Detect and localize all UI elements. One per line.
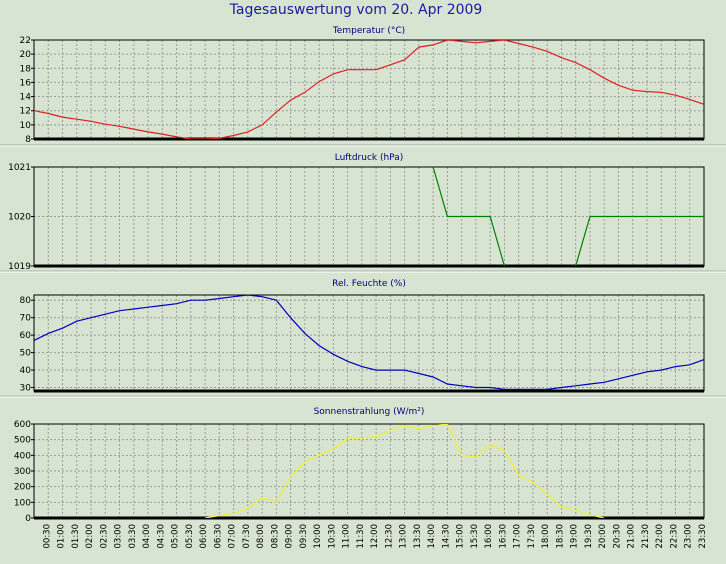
time-axis: 00:30 01:00 01:30 02:00 02:30 03:00 03:30 04:00… [42,524,708,549]
x-tick-label: 08:00 [256,524,266,549]
x-tick-label: 12:30 [384,524,394,549]
y-tick-label: 30 [20,384,32,394]
x-tick-label: 03:00 [114,524,124,549]
y-tick-label: 8 [25,135,31,145]
page-title: Tagesauswertung vom 20. Apr 2009 [229,2,483,18]
y-tick-label: 600 [14,420,31,430]
x-tick-label: 12:00 [370,524,380,549]
y-tick-label: 1019 [8,262,31,272]
x-tick-label: 23:00 [684,524,694,549]
x-tick-label: 09:30 [299,524,309,549]
series-line-luftdruck-hpa [432,167,704,266]
x-tick-label: 18:00 [541,524,551,549]
x-tick-label: 21:30 [641,524,651,549]
x-tick-label: 14:00 [427,524,437,549]
temperature-panel: Temperatur (°C) 8 10 12 14 16 18 20 22 [20,26,705,145]
x-tick-label: 15:00 [456,524,466,549]
x-tick-label: 20:00 [598,524,608,549]
x-tick-label: 16:30 [498,524,508,549]
y-tick-label: 20 [20,50,32,60]
x-tick-label: 23:30 [698,524,708,549]
series-line-temperatur-c [34,40,704,139]
x-tick-label: 16:00 [484,524,494,549]
y-tick-label: 1020 [8,213,31,223]
x-tick-label: 11:00 [342,524,352,549]
x-tick-label: 06:30 [213,524,223,549]
y-tick-label: 200 [14,483,31,493]
y-tick-label: 70 [20,314,32,324]
y-tick-label: 400 [14,451,31,461]
solar-radiation-panel: Sonnenstrahlung (W/m²) 0 100 200 300 400 500 60… [14,407,705,524]
series-line-sonnenstrahlung-w-m [205,424,605,518]
x-tick-label: 10:30 [327,524,337,549]
x-tick-label: 05:00 [171,524,181,549]
y-tick-label: 22 [20,36,31,46]
y-tick-label: 1021 [8,163,31,173]
y-tick-label: 300 [14,467,31,477]
panel-title-pressure: Luftdruck (hPa) [335,153,404,163]
x-tick-label: 01:00 [57,524,67,549]
x-tick-label: 13:30 [413,524,423,549]
x-tick-label: 02:00 [85,524,95,549]
x-tick-label: 07:00 [228,524,238,549]
x-tick-label: 19:30 [584,524,594,549]
x-tick-label: 17:00 [513,524,523,549]
plot-frame [33,39,705,140]
x-tick-label: 22:00 [655,524,665,549]
x-tick-label: 06:00 [199,524,209,549]
x-tick-label: 14:30 [441,524,451,549]
panel-title-temperature: Temperatur (°C) [332,26,405,36]
x-tick-label: 22:30 [670,524,680,549]
y-tick-label: 80 [20,296,32,306]
x-tick-label: 15:30 [470,524,480,549]
x-tick-label: 08:30 [270,524,280,549]
x-tick-label: 11:30 [356,524,366,549]
y-tick-label: 16 [20,78,32,88]
y-tick-label: 10 [20,121,32,131]
x-tick-label: 09:00 [285,524,295,549]
x-tick-label: 13:00 [399,524,409,549]
x-tick-label: 20:30 [613,524,623,549]
x-tick-label: 04:30 [156,524,166,549]
x-tick-label: 01:30 [71,524,81,549]
series-line-rel-feuchte [34,295,704,390]
x-tick-label: 19:00 [570,524,580,549]
air-pressure-panel: Luftdruck (hPa) 1019 1020 1021 [8,153,705,272]
x-tick-label: 07:30 [242,524,252,549]
x-tick-label: 00:30 [42,524,52,549]
y-tick-label: 500 [14,436,31,446]
relative-humidity-panel: Rel. Feuchte (%) 30 40 50 60 70 80 [20,279,705,394]
x-tick-label: 05:30 [185,524,195,549]
y-tick-label: 14 [20,93,32,103]
y-tick-label: 60 [20,331,32,341]
panel-title-radiation: Sonnenstrahlung (W/m²) [314,407,425,417]
y-tick-label: 12 [20,107,31,117]
x-tick-label: 03:30 [128,524,138,549]
x-tick-label: 02:30 [99,524,109,549]
y-tick-label: 50 [20,349,32,359]
panel-title-humidity: Rel. Feuchte (%) [332,279,406,289]
x-tick-label: 17:30 [527,524,537,549]
y-tick-label: 0 [25,514,31,524]
y-tick-label: 100 [14,498,31,508]
x-tick-label: 10:00 [313,524,323,549]
x-tick-label: 18:30 [555,524,565,549]
y-tick-label: 40 [20,366,32,376]
x-tick-label: 04:00 [142,524,152,549]
y-tick-label: 18 [20,64,32,74]
x-tick-label: 21:00 [627,524,637,549]
